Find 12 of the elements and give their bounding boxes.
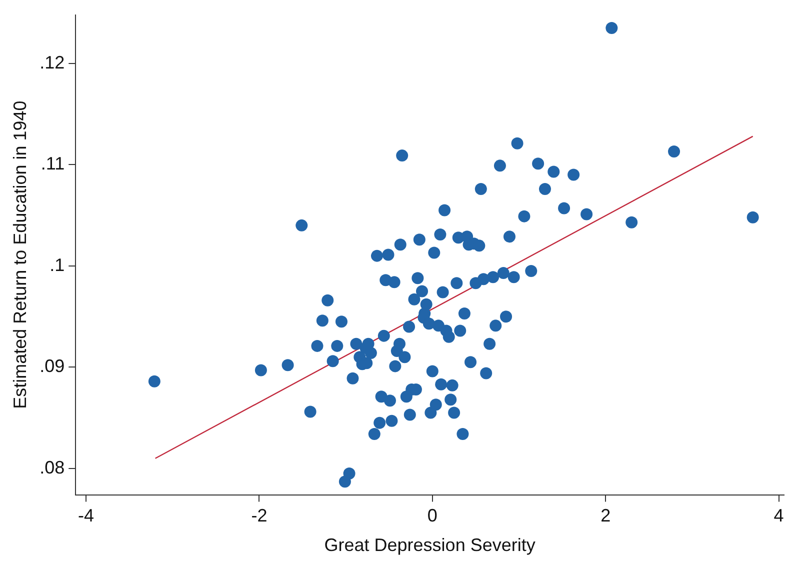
x-tick-label: 4: [774, 506, 784, 526]
y-axis-title: Estimated Return to Education in 1940: [10, 100, 30, 409]
y-tick-label: .11: [40, 154, 65, 174]
x-tick-label: 0: [427, 506, 438, 526]
x-axis-title: Great Depression Severity: [324, 535, 536, 556]
y-tick-label: .1: [50, 254, 65, 275]
x-tick-label: -4: [78, 506, 94, 526]
y-tick-label: .12: [40, 52, 65, 72]
x-tick-label: -2: [251, 506, 268, 526]
y-tick-label: .09: [40, 356, 65, 376]
x-tick-label: 2: [600, 506, 611, 526]
y-tick-label: .08: [40, 457, 65, 478]
